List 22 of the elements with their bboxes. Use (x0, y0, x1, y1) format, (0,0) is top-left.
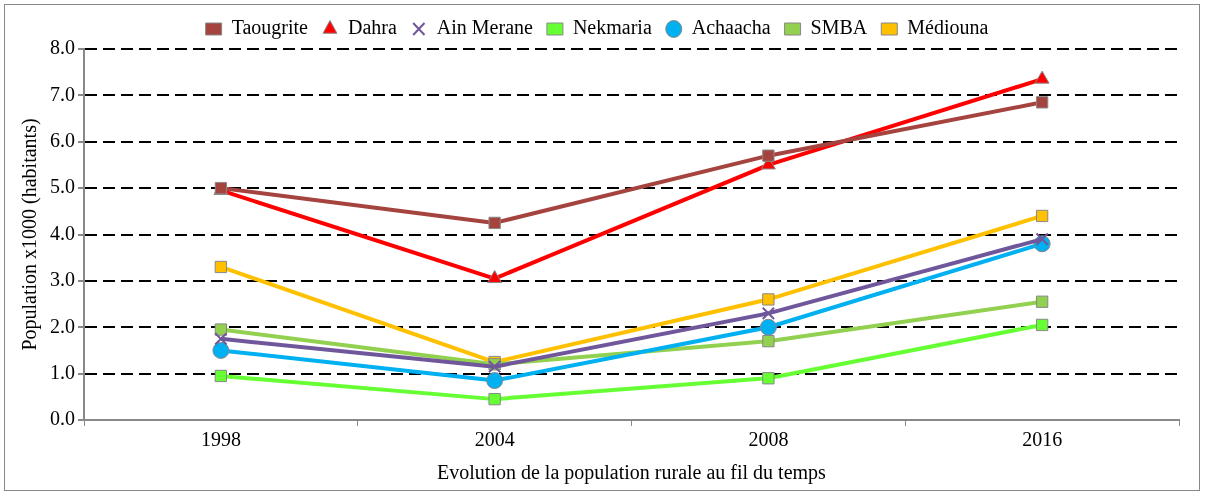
legend-label: Taougrite (231, 16, 309, 40)
y-tick-label: 5.0 (50, 175, 75, 198)
legend-label: Médiouna (907, 16, 989, 39)
legend-label: Dahra (347, 16, 397, 39)
legend-label: SMBA (810, 16, 868, 39)
x-tick-label: 2004 (474, 428, 515, 451)
legend-label: Nekmaria (572, 16, 652, 39)
y-tick-label: 7.0 (50, 82, 75, 105)
y-tick-label: 8.0 (50, 36, 75, 59)
legend-label: Ain Merane (436, 16, 534, 39)
y-tick-label: 0.0 (50, 407, 75, 430)
x-tick-label: 2016 (1022, 428, 1063, 451)
y-tick-label: 1.0 (50, 360, 75, 383)
x-axis-title: Evolution de la population rurale au fil du temps (437, 461, 827, 485)
legend-label: Achaacha (691, 16, 771, 39)
y-tick-label: 2.0 (50, 314, 75, 337)
y-tick-label: 4.0 (50, 221, 75, 244)
y-tick-label: 6.0 (50, 129, 75, 151)
y-tick-label: 3.0 (50, 268, 75, 291)
x-tick-label: 1998 (200, 428, 241, 451)
x-tick-label: 2008 (748, 428, 789, 451)
y-axis-title: Population x1000 (habitants) (18, 118, 42, 351)
